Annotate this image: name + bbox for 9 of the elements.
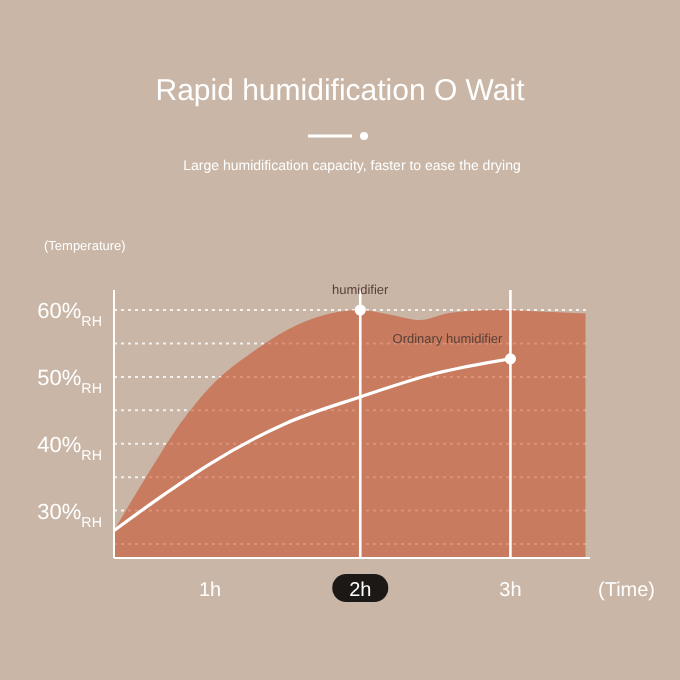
y-tick-label: 30%$_{RH}$: [37, 500, 102, 531]
y-tick-label: 50%$_{RH}$: [37, 366, 102, 397]
x-axis-title: (Time): [598, 580, 656, 602]
x-tick-label: 2h: [349, 580, 372, 602]
y-tick-label: 40%$_{RH}$: [37, 433, 102, 464]
chart-title: Rapid humidification O Wait: [155, 74, 527, 108]
y-tick-label: 60%$_{RH}$: [37, 300, 102, 331]
x-tick-label: 1h: [198, 580, 222, 602]
x-tick-label: 3h: [499, 580, 522, 602]
